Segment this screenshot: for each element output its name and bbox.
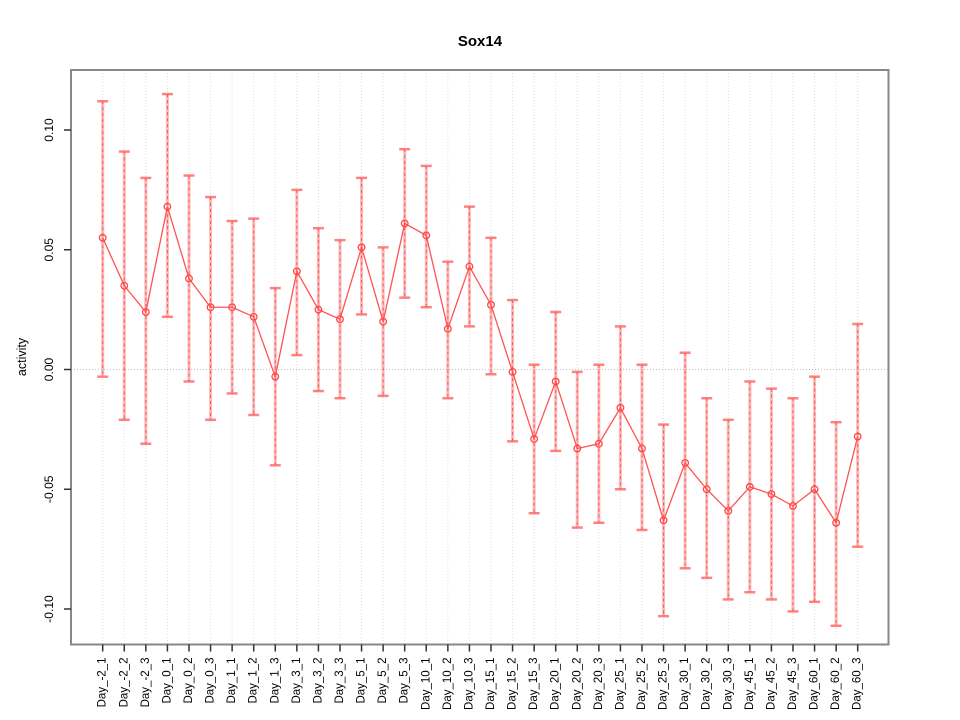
data-point xyxy=(616,403,625,412)
x-tick-labels: Day_-2_1 Day_-2_2 Day_-2_3 Day_0_1 Day_0_2 Da… xyxy=(97,658,864,710)
data-point xyxy=(638,444,646,453)
x-tick-label: Day_5_1 xyxy=(356,658,368,704)
x-tick-label: Day_1_1 xyxy=(226,658,238,704)
data-point xyxy=(832,518,841,527)
x-tick-label: Day_-2_3 xyxy=(140,658,152,708)
data-point xyxy=(702,485,711,494)
x-tick-label: Day_20_3 xyxy=(593,658,605,710)
x-tick-label: Day_25_3 xyxy=(658,658,670,710)
data-point xyxy=(98,233,107,242)
data-point xyxy=(141,308,150,316)
x-tick-label: Day_30_3 xyxy=(722,658,734,710)
x-tick-label: Day_5_3 xyxy=(399,658,411,704)
data-point xyxy=(745,482,754,491)
x-tick-label: Day_0_1 xyxy=(161,658,173,704)
x-tick-label: Day_45_3 xyxy=(787,658,799,710)
data-point xyxy=(810,485,819,494)
y-tick-labels: 0.10 0.05 0.00 -0.05 -0.10 xyxy=(42,118,56,623)
y-tick-label: 0.05 xyxy=(42,238,56,262)
y-tick-label: -0.05 xyxy=(42,475,56,503)
x-tick-label: Day_10_1 xyxy=(420,658,432,710)
data-point xyxy=(767,490,776,498)
data-point xyxy=(292,267,301,276)
x-tick-label: Day_60_3 xyxy=(852,658,864,710)
x-axis-ticks xyxy=(101,644,859,652)
x-tick-label: Day_25_1 xyxy=(614,658,626,710)
data-point xyxy=(681,458,690,467)
data-point xyxy=(185,274,193,283)
data-point xyxy=(163,202,172,211)
series-line xyxy=(102,206,859,525)
data-point xyxy=(120,281,129,290)
data-point xyxy=(206,303,215,312)
data-point xyxy=(530,435,539,443)
data-point xyxy=(853,432,862,441)
data-point xyxy=(379,317,388,326)
y-axis-label: activity xyxy=(15,337,29,376)
x-tick-label: Day_45_1 xyxy=(744,658,756,710)
data-point xyxy=(228,303,237,312)
data-point xyxy=(422,231,431,240)
x-tick-label: Day_20_1 xyxy=(550,658,562,710)
data-point xyxy=(659,516,668,525)
x-tick-label: Day_25_2 xyxy=(636,658,648,710)
data-point xyxy=(357,243,366,252)
chart-title: Sox14 xyxy=(457,33,503,50)
data-point xyxy=(314,305,323,314)
x-tick-label: Day_30_2 xyxy=(701,658,713,710)
data-point xyxy=(271,372,280,381)
x-tick-label: Day_1_2 xyxy=(248,658,260,704)
data-point xyxy=(465,262,474,271)
x-tick-label: Day_-2_2 xyxy=(118,658,130,708)
x-tick-label: Day_30_1 xyxy=(679,658,691,710)
x-tick-label: Day_3_1 xyxy=(291,658,303,704)
y-tick-label: 0.10 xyxy=(42,118,56,142)
x-tick-label: Day_10_3 xyxy=(463,658,475,710)
data-point xyxy=(551,377,560,386)
plot-frame xyxy=(70,69,890,646)
x-tick-label: Day_60_2 xyxy=(830,658,842,710)
x-tick-label: Day_0_3 xyxy=(205,658,217,704)
data-point xyxy=(573,444,582,453)
x-tick-label: Day_0_2 xyxy=(183,658,195,704)
data-point xyxy=(789,502,797,510)
x-tick-label: Day_3_3 xyxy=(334,658,346,704)
x-tick-label: Day_5_2 xyxy=(377,658,389,704)
x-tick-label: Day_60_1 xyxy=(809,658,821,710)
x-tick-label: Day_15_2 xyxy=(507,658,519,710)
data-point xyxy=(724,506,733,515)
x-gridlines xyxy=(102,70,859,645)
data-point xyxy=(400,219,409,228)
data-points xyxy=(98,202,862,527)
x-tick-label: Day_3_2 xyxy=(312,658,324,704)
x-tick-label: Day_1_3 xyxy=(269,658,281,704)
y-axis-ticks xyxy=(64,129,71,610)
x-tick-label: Day_15_3 xyxy=(528,658,540,710)
x-tick-label: Day_-2_1 xyxy=(97,658,109,708)
y-tick-label: -0.10 xyxy=(42,595,56,623)
data-point xyxy=(336,315,344,324)
data-point xyxy=(508,367,517,376)
x-tick-label: Day_10_2 xyxy=(442,658,454,710)
x-tick-label: Day_45_2 xyxy=(765,658,777,710)
data-point xyxy=(443,324,452,333)
error-bars xyxy=(97,92,864,628)
data-point xyxy=(487,300,495,309)
data-point xyxy=(249,312,258,321)
data-point xyxy=(594,439,603,448)
y-tick-label: 0.00 xyxy=(42,357,56,381)
x-tick-label: Day_20_2 xyxy=(571,658,583,710)
x-tick-label: Day_15_1 xyxy=(485,658,497,710)
